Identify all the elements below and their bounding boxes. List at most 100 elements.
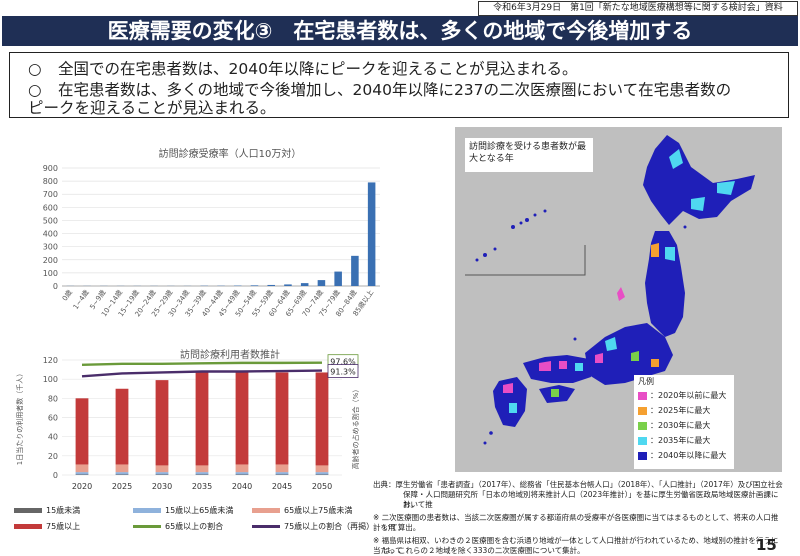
legend-label: ：2035年に最大: [650, 436, 710, 445]
map-legend-item-2020: ：2020年以前に最大: [638, 391, 726, 401]
okinawa-islands: [476, 210, 547, 262]
legend-swatch: [638, 437, 647, 445]
bar: [368, 182, 376, 286]
y-tick-label: 800: [43, 177, 58, 186]
bar-segment: [196, 372, 209, 465]
bullet-text-2-cont: ピークを迎えることが見込まれる。: [28, 97, 276, 119]
bar-segment: [196, 472, 209, 474]
legend-swatch: [14, 524, 42, 529]
x-tick-label: 2030: [152, 482, 172, 491]
y-tick-label: 100: [43, 269, 58, 278]
bar: [284, 284, 292, 286]
bar: [318, 280, 326, 286]
bar: [251, 285, 259, 286]
legend-swatch: [14, 508, 42, 513]
x-tick-label: 2020: [72, 482, 92, 491]
x-tick-label: 2025: [112, 482, 132, 491]
bar-segment: [276, 472, 289, 474]
y-tick-label: 0: [53, 471, 58, 480]
end-label: 91.3%: [330, 368, 356, 377]
y-tick-label: 900: [43, 164, 58, 173]
x-tick-label: 2050: [312, 482, 332, 491]
bullet-text-1: 全国での在宅患者数は、2040年以降にピークを迎えることが見込まれる。: [58, 58, 577, 80]
source-note-line: 出典：厚生労働省「患者調査」（2017年）、総務省「住民基本台帳人口」（2018…: [373, 480, 783, 490]
map-legend-item-2040: ：2040年以降に最大: [638, 451, 726, 461]
y-tick-label: 0: [53, 282, 58, 291]
y-tick-label: 700: [43, 190, 58, 199]
y-tick-label: 20: [48, 452, 58, 461]
bar-segment: [116, 464, 129, 472]
bar-segment: [276, 372, 289, 464]
map-legend: 凡例 ：2020年以前に最大 ：2025年に最大 ：2030年に最大 ：2035…: [634, 375, 734, 469]
visit-rate-chart: 01002003004005006007008009000歳1~4歳5~9歳10…: [30, 160, 390, 325]
bar: [351, 256, 359, 286]
map-caption: 訪問診療を受ける患者数が最大となる年: [465, 138, 593, 172]
bar-segment: [276, 464, 289, 472]
legend-swatch: [133, 508, 161, 513]
y-tick-label: 200: [43, 256, 58, 265]
legend-item-75plus: 75歳以上: [14, 522, 80, 531]
bar-segment: [316, 472, 329, 474]
y-tick-label: 120: [43, 356, 58, 365]
legend-item-65plus-ratio: 65歳以上の割合: [133, 522, 223, 531]
bar: [334, 272, 342, 286]
legend-label: 65歳以上の割合: [165, 522, 223, 531]
bar-segment: [316, 465, 329, 472]
map-legend-item-2035: ：2035年に最大: [638, 436, 710, 446]
title-bar: 医療需要の変化③ 在宅患者数は、多くの地域で今後増加する: [2, 16, 798, 46]
legend-item-75plus-ratio: 75歳以上の割合（再掲）: [252, 522, 374, 531]
y-tick-label: 500: [43, 216, 58, 225]
chart1-title: 訪問診療受療率（人口10万対）: [130, 145, 330, 160]
legend-label: 75歳以上: [46, 522, 80, 531]
legend-item-65-74: 65歳以上75歳未満: [252, 506, 352, 515]
hokkaido-region: [643, 135, 755, 225]
shikoku-highlight: [551, 389, 559, 397]
bar-segment: [236, 472, 249, 474]
y2-axis-label: 高齢者の占める割合（%）: [351, 386, 360, 470]
bar-segment: [76, 472, 89, 474]
bar-segment: [76, 464, 89, 472]
bar-segment: [156, 380, 169, 465]
bullet-mark-1: ○: [28, 58, 42, 80]
bar-segment: [236, 372, 249, 465]
y-tick-label: 80: [48, 394, 58, 403]
legend-item-under15: 15歳未満: [14, 506, 80, 515]
legend-label: ：2025年に最大: [650, 406, 710, 415]
y-tick-label: 600: [43, 203, 58, 212]
summary-box: ○ 全国での在宅患者数は、2040年以降にピークを迎えることが見込まれる。 ○ …: [9, 52, 789, 118]
meeting-meta-label: 令和6年3月29日 第1回「新たな地域医療構想等に関する検討会」資料: [478, 1, 798, 16]
legend-swatch: [638, 392, 647, 400]
map-legend-title: 凡例: [638, 377, 654, 387]
map-legend-item-2025: ：2025年に最大: [638, 406, 710, 416]
source-note-line: 計。: [403, 500, 783, 510]
bar-segment: [156, 472, 169, 474]
y-tick-label: 300: [43, 243, 58, 252]
page-number: 15: [756, 536, 777, 554]
legend-line: [252, 525, 280, 528]
bar-segment: [116, 389, 129, 465]
legend-label: 15歳未満: [46, 506, 80, 515]
legend-label: ：2020年以前に最大: [650, 391, 726, 400]
x-tick-label: 1~4歳: [71, 288, 91, 311]
legend-line: [133, 525, 161, 528]
x-tick-label: 2045: [272, 482, 292, 491]
legend-item-15-64: 15歳以上65歳未満: [133, 506, 233, 515]
legend-swatch: [638, 407, 647, 415]
bar-segment: [196, 465, 209, 472]
y-axis-label: 1日当たりの利用者数（千人）: [15, 370, 24, 465]
legend-label: ：2030年に最大: [650, 421, 710, 430]
legend-swatch: [252, 508, 280, 513]
y-tick-label: 60: [48, 414, 58, 423]
users-estimate-chart: 0204060801001201日当たりの利用者数（千人）高齢者の占める割合（%…: [10, 352, 370, 502]
bar: [301, 283, 309, 286]
x-tick-label: 2035: [192, 482, 212, 491]
bar-segment: [316, 372, 329, 465]
bar: [267, 285, 275, 286]
y-tick-label: 400: [43, 230, 58, 239]
bar-segment: [236, 464, 249, 472]
page-title: 医療需要の変化③ 在宅患者数は、多くの地域で今後増加する: [2, 16, 798, 46]
x-tick-label: 0歳: [60, 288, 74, 303]
x-tick-label: 2040: [232, 482, 252, 491]
map-legend-item-2030: ：2030年に最大: [638, 421, 710, 431]
legend-swatch: [638, 452, 647, 460]
